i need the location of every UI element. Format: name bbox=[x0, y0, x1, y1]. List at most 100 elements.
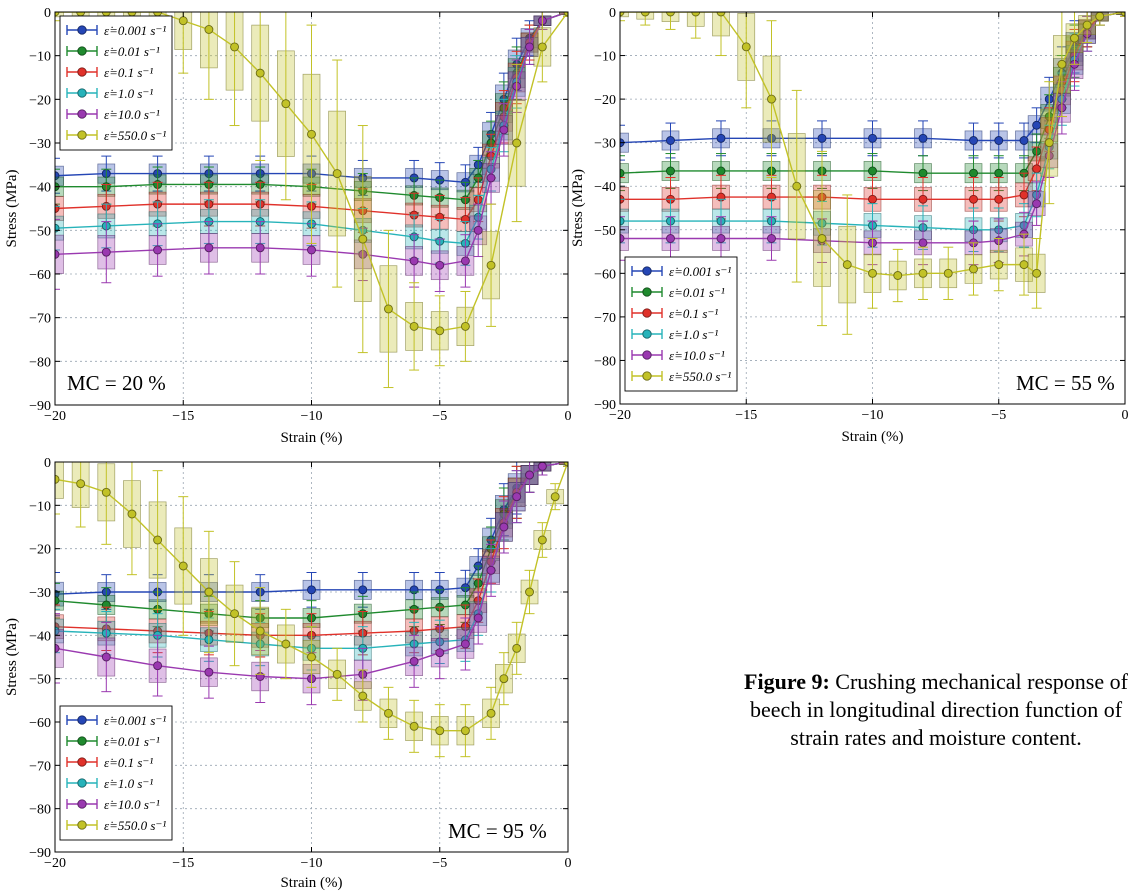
y-tick-label: −90 bbox=[29, 846, 51, 861]
chart-mc55: −20 −15 −10 −5 00−10−20−30−40−50−60−70−80−90… bbox=[570, 6, 1128, 445]
data-point bbox=[153, 245, 163, 255]
data-point bbox=[716, 12, 726, 17]
y-tick-label: −50 bbox=[29, 673, 51, 688]
data-point bbox=[101, 247, 111, 257]
data-point bbox=[178, 561, 188, 571]
data-point bbox=[435, 726, 445, 736]
data-point bbox=[969, 264, 978, 274]
series-10.0 bbox=[55, 12, 568, 292]
legend-swatch-marker bbox=[77, 88, 87, 98]
data-point bbox=[55, 171, 60, 181]
data-point bbox=[918, 194, 928, 204]
x-tick-label: −15 bbox=[735, 408, 757, 423]
legend-item: ε̇=1.0 s⁻¹ bbox=[631, 327, 718, 342]
legend-swatch-marker bbox=[77, 67, 87, 77]
data-point bbox=[499, 125, 509, 135]
data-point bbox=[868, 166, 877, 176]
y-tick-label: −30 bbox=[594, 137, 616, 152]
legend-label: ε̇=0.1 s⁻¹ bbox=[104, 755, 153, 770]
y-tick-label: −10 bbox=[594, 50, 616, 65]
legend-label: ε̇=550.0 s⁻¹ bbox=[104, 818, 166, 833]
y-tick-label: −10 bbox=[29, 499, 51, 514]
data-point bbox=[620, 12, 625, 17]
data-point bbox=[153, 535, 163, 545]
data-point bbox=[358, 585, 368, 595]
legend-label: ε̇=10.0 s⁻¹ bbox=[104, 797, 160, 812]
data-point bbox=[435, 648, 445, 658]
y-tick-label: −60 bbox=[29, 716, 51, 731]
legend-label: ε̇=0.01 s⁻¹ bbox=[669, 285, 725, 300]
y-tick-label: −80 bbox=[29, 355, 51, 370]
data-point bbox=[640, 12, 650, 17]
y-axis-label: Stress (MPa) bbox=[4, 618, 20, 696]
data-point bbox=[281, 639, 291, 649]
data-point bbox=[101, 487, 111, 497]
legend-label: ε̇=0.001 s⁻¹ bbox=[104, 23, 166, 38]
y-tick-label: −70 bbox=[29, 759, 51, 774]
data-point bbox=[55, 249, 60, 259]
y-axis-label: Stress (MPa) bbox=[570, 169, 586, 247]
x-axis-label: Strain (%) bbox=[280, 430, 342, 446]
chart-panel-mc95: −20 −15 −10 −5 0 0 −10 −20 −30 −40 −50 −60 −70 −80 −90… bbox=[0, 448, 572, 895]
data-point bbox=[307, 245, 316, 255]
error-box bbox=[55, 12, 64, 18]
moisture-annotation: MC = 95 % bbox=[448, 819, 547, 843]
x-tick-label: 0 bbox=[565, 856, 572, 871]
data-point bbox=[409, 721, 419, 731]
y-tick-label: 0 bbox=[44, 456, 51, 471]
legend-item: ε̇=10.0 s⁻¹ bbox=[631, 348, 725, 363]
data-point bbox=[1095, 12, 1105, 21]
data-point bbox=[918, 168, 928, 178]
data-point bbox=[230, 609, 240, 619]
data-point bbox=[230, 42, 240, 52]
x-tick-label: 0 bbox=[565, 409, 572, 424]
y-tick-label: −10 bbox=[29, 50, 51, 65]
y-tick-label: −40 bbox=[29, 629, 51, 644]
moisture-annotation: MC = 55 % bbox=[1016, 371, 1115, 395]
legend-swatch-marker bbox=[77, 778, 87, 788]
data-point bbox=[332, 169, 342, 179]
data-point bbox=[409, 256, 419, 266]
legend-item: ε̇=0.1 s⁻¹ bbox=[631, 306, 718, 321]
y-tick-label: −70 bbox=[29, 312, 51, 327]
legend-box bbox=[59, 15, 173, 151]
legend-label: ε̇=10.0 s⁻¹ bbox=[104, 107, 160, 122]
data-point bbox=[307, 652, 316, 662]
legend-swatch-marker bbox=[642, 350, 652, 360]
data-point bbox=[994, 260, 1004, 270]
series-group bbox=[55, 12, 568, 389]
legend-label: ε̇=10.0 s⁻¹ bbox=[669, 348, 725, 363]
chart-panel-mc20: −20 −15 −10 −5 0 0 −10 −20 −30 −40 −50 −60 −70 −80 −90… bbox=[0, 0, 572, 450]
legend-label: ε̇=1.0 s⁻¹ bbox=[104, 776, 153, 791]
data-point bbox=[204, 667, 214, 677]
data-point bbox=[486, 260, 496, 270]
legend-label: ε̇=550.0 s⁻¹ bbox=[104, 128, 166, 143]
data-point bbox=[918, 133, 928, 143]
data-point bbox=[969, 168, 978, 178]
legend-swatch-marker bbox=[642, 287, 652, 297]
x-tick-label: −10 bbox=[862, 408, 884, 423]
data-point bbox=[101, 652, 111, 662]
data-point bbox=[460, 639, 470, 649]
data-point bbox=[204, 243, 214, 253]
x-tick-label: −10 bbox=[301, 409, 323, 424]
legend-swatch-marker bbox=[77, 799, 87, 809]
y-axis-label: Stress (MPa) bbox=[4, 170, 20, 248]
data-point bbox=[1032, 268, 1042, 278]
x-axis-label: Strain (%) bbox=[841, 429, 903, 445]
legend-label: ε̇=0.001 s⁻¹ bbox=[669, 264, 731, 279]
y-tick-label: −70 bbox=[594, 311, 616, 326]
x-axis-label: Strain (%) bbox=[280, 875, 342, 891]
legend-item: ε̇=0.1 s⁻¹ bbox=[66, 65, 153, 80]
legend-item: ε̇=10.0 s⁻¹ bbox=[66, 107, 160, 122]
data-point bbox=[817, 234, 827, 243]
legend-label: ε̇=0.1 s⁻¹ bbox=[669, 306, 718, 321]
data-point bbox=[969, 136, 978, 145]
x-tick-label: −5 bbox=[991, 408, 1006, 423]
data-point bbox=[512, 643, 522, 653]
data-point bbox=[435, 260, 445, 270]
legend-item: ε̇=0.001 s⁻¹ bbox=[66, 713, 166, 728]
data-point bbox=[358, 234, 368, 244]
y-tick-label: −20 bbox=[594, 93, 616, 108]
data-point bbox=[620, 234, 625, 243]
